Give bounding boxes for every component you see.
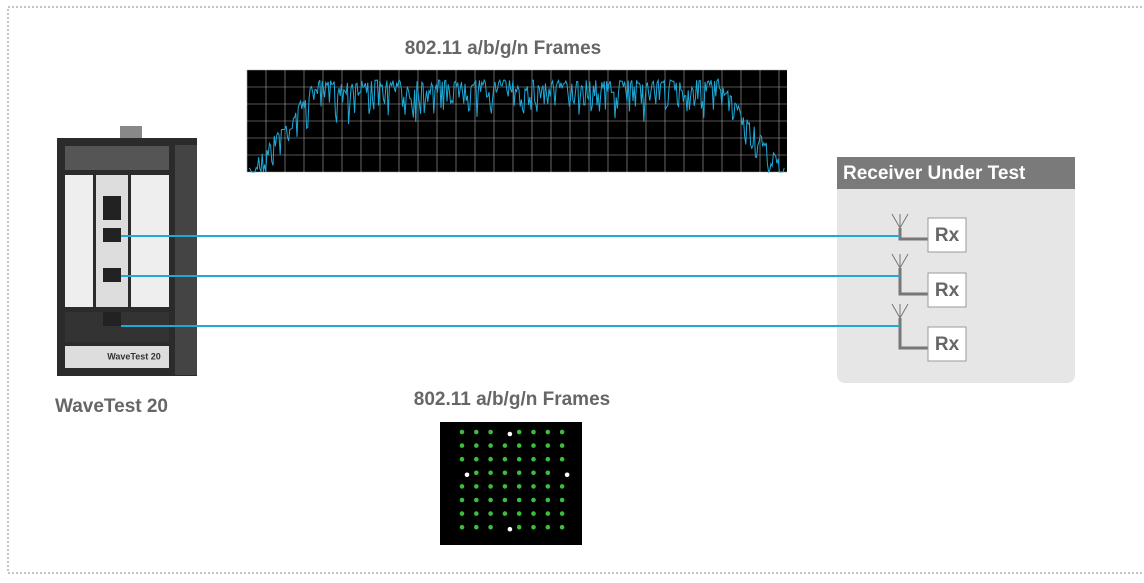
- constellation-point: [559, 456, 565, 462]
- rx-wire: [898, 228, 928, 241]
- rx-box: [927, 272, 967, 308]
- constellation-point: [474, 524, 479, 530]
- constellation-point: [474, 484, 479, 489]
- constellation-point: [545, 470, 551, 476]
- device-label: WaveTest 20: [55, 396, 168, 417]
- constellation-title: 802.11 a/b/g/n Frames: [414, 389, 610, 410]
- constellation-panel: [440, 422, 582, 545]
- rx-label: Rx: [935, 334, 960, 355]
- constellation-point: [488, 524, 493, 530]
- constellation-point: [545, 456, 551, 462]
- constellation-point: [502, 511, 508, 516]
- constellation-point: [559, 429, 565, 435]
- constellation-point: [459, 497, 465, 503]
- constellation-point: [502, 484, 508, 489]
- constellation-point: [516, 511, 522, 516]
- constellation-point: [502, 456, 508, 462]
- constellation-point: [531, 443, 536, 448]
- constellation-point: [531, 524, 536, 530]
- device-badge: WaveTest 20: [107, 351, 161, 361]
- spectrum-title: 802.11 a/b/g/n Frames: [405, 38, 601, 59]
- constellation-point: [531, 497, 536, 503]
- constellation-point: [559, 511, 565, 516]
- constellation-point: [488, 429, 493, 435]
- constellation-point: [531, 484, 536, 489]
- constellation-point: [531, 429, 536, 435]
- constellation-point: [502, 470, 508, 476]
- constellation-point: [545, 443, 551, 448]
- links: [121, 235, 900, 327]
- constellation-point: [459, 456, 465, 462]
- constellation-point: [545, 497, 551, 503]
- constellation-point: [559, 524, 565, 530]
- constellation-point: [516, 456, 522, 462]
- constellation-point: [559, 484, 565, 489]
- constellation-point: [516, 484, 522, 489]
- constellation-point: [545, 429, 551, 435]
- constellation-point: [488, 484, 493, 489]
- rx-box: [927, 217, 967, 253]
- rx-wire: [898, 318, 928, 350]
- rx-label: Rx: [935, 280, 960, 301]
- constellation-point: [488, 497, 493, 503]
- constellation-point: [559, 497, 565, 503]
- constellation-point: [474, 429, 479, 435]
- spectrum-trace: [248, 77, 785, 174]
- constellation-point: [502, 443, 508, 448]
- constellation-point: [488, 456, 493, 462]
- constellation-point: [564, 472, 570, 478]
- receiver-title: Receiver Under Test: [843, 163, 1026, 184]
- device: WaveTest 20: [57, 126, 197, 376]
- constellation-point: [464, 472, 470, 478]
- rx-box: [927, 326, 967, 362]
- constellation-point: [459, 443, 465, 448]
- constellation-point: [516, 524, 522, 530]
- constellation-point: [545, 524, 551, 530]
- constellation-point: [531, 470, 536, 476]
- constellation-point: [545, 484, 551, 489]
- constellation-point: [516, 429, 522, 435]
- constellation-point: [507, 431, 513, 437]
- constellation-point: [474, 443, 479, 448]
- constellation-point: [459, 429, 465, 435]
- constellation-point: [474, 511, 479, 516]
- constellation-point: [507, 526, 513, 532]
- constellation-point: [459, 484, 465, 489]
- constellation-points: [459, 429, 570, 532]
- constellation-point: [516, 470, 522, 476]
- constellation-point: [516, 497, 522, 503]
- constellation-point: [459, 511, 465, 516]
- frame: [7, 6, 1144, 574]
- constellation-point: [531, 456, 536, 462]
- constellation-point: [516, 443, 522, 448]
- constellation-point: [474, 470, 479, 476]
- constellation-point: [559, 443, 565, 448]
- constellation-point: [531, 511, 536, 516]
- receiver-header: [837, 157, 1075, 189]
- constellation-point: [502, 497, 508, 503]
- rx-label: Rx: [935, 225, 960, 246]
- constellation-point: [459, 524, 465, 530]
- constellation-point: [474, 497, 479, 503]
- constellation-point: [488, 443, 493, 448]
- constellation-point: [488, 470, 493, 476]
- constellation-point: [545, 511, 551, 516]
- constellation-point: [488, 511, 493, 516]
- constellation-point: [474, 456, 479, 462]
